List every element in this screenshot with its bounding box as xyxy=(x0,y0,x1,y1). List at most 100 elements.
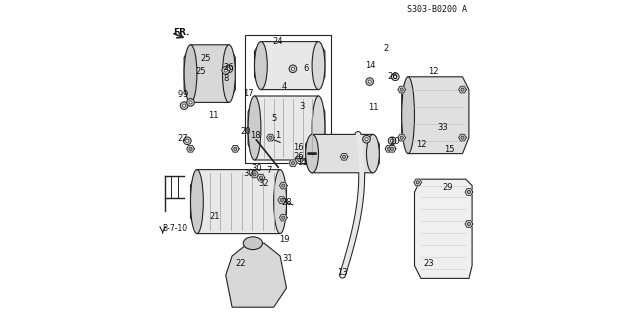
Circle shape xyxy=(461,136,464,139)
Circle shape xyxy=(253,173,256,176)
Circle shape xyxy=(390,147,394,150)
Circle shape xyxy=(400,88,403,91)
Text: 11: 11 xyxy=(208,111,218,120)
Circle shape xyxy=(180,102,188,109)
Circle shape xyxy=(182,104,186,107)
Polygon shape xyxy=(278,197,285,203)
Ellipse shape xyxy=(248,96,261,160)
Circle shape xyxy=(390,139,394,142)
Text: 7: 7 xyxy=(266,166,271,175)
Circle shape xyxy=(468,190,471,194)
Ellipse shape xyxy=(190,170,203,234)
Circle shape xyxy=(343,155,346,158)
Polygon shape xyxy=(267,134,275,141)
Text: 8: 8 xyxy=(223,74,229,83)
Text: 5: 5 xyxy=(271,114,276,123)
Text: 33: 33 xyxy=(437,123,448,132)
Polygon shape xyxy=(257,174,265,181)
Text: FR.: FR. xyxy=(173,28,189,37)
Ellipse shape xyxy=(274,170,287,234)
Polygon shape xyxy=(280,182,287,189)
Text: 25: 25 xyxy=(196,67,206,76)
Text: 18: 18 xyxy=(250,131,261,140)
Polygon shape xyxy=(402,77,469,154)
Text: 12: 12 xyxy=(416,140,426,149)
Circle shape xyxy=(189,101,192,104)
Circle shape xyxy=(187,99,194,106)
Circle shape xyxy=(183,137,191,145)
Ellipse shape xyxy=(366,134,379,173)
Circle shape xyxy=(368,80,371,83)
Text: 19: 19 xyxy=(279,235,289,244)
Text: 26: 26 xyxy=(223,63,234,72)
Polygon shape xyxy=(398,134,406,141)
Text: 15: 15 xyxy=(444,145,454,154)
Polygon shape xyxy=(280,214,287,221)
Ellipse shape xyxy=(402,77,415,154)
Polygon shape xyxy=(187,146,194,152)
Circle shape xyxy=(186,139,189,142)
Text: 32: 32 xyxy=(258,179,269,188)
Ellipse shape xyxy=(312,42,325,90)
Text: 27: 27 xyxy=(177,134,188,143)
Polygon shape xyxy=(190,170,287,234)
Circle shape xyxy=(400,136,403,139)
Text: 29: 29 xyxy=(443,183,454,192)
Circle shape xyxy=(291,162,294,165)
Circle shape xyxy=(297,158,301,162)
Polygon shape xyxy=(415,179,472,278)
Circle shape xyxy=(282,184,285,187)
Text: 2: 2 xyxy=(383,44,389,53)
Polygon shape xyxy=(255,42,325,90)
Ellipse shape xyxy=(243,237,262,250)
Polygon shape xyxy=(251,171,259,178)
Text: 26: 26 xyxy=(294,152,304,161)
Text: 21: 21 xyxy=(209,212,220,221)
Circle shape xyxy=(366,78,373,85)
Text: 11: 11 xyxy=(368,103,378,112)
Circle shape xyxy=(280,198,283,202)
Circle shape xyxy=(189,147,192,150)
Text: 1: 1 xyxy=(275,131,280,140)
Text: 14: 14 xyxy=(365,61,376,70)
Circle shape xyxy=(291,67,294,70)
Text: 31: 31 xyxy=(283,254,294,263)
Circle shape xyxy=(416,181,419,184)
Ellipse shape xyxy=(306,134,318,173)
Polygon shape xyxy=(389,146,396,152)
Circle shape xyxy=(225,65,233,73)
Polygon shape xyxy=(184,45,235,102)
Circle shape xyxy=(222,67,229,74)
Circle shape xyxy=(259,176,262,179)
Circle shape xyxy=(392,73,399,81)
Circle shape xyxy=(468,222,471,226)
Ellipse shape xyxy=(312,96,325,160)
Text: 26: 26 xyxy=(387,72,398,81)
Circle shape xyxy=(389,137,396,145)
Polygon shape xyxy=(414,179,422,186)
Text: 30: 30 xyxy=(252,164,262,173)
Text: 11: 11 xyxy=(297,158,307,167)
Circle shape xyxy=(394,75,397,78)
Polygon shape xyxy=(306,134,379,173)
Polygon shape xyxy=(231,146,239,152)
Polygon shape xyxy=(398,86,406,93)
Text: 4: 4 xyxy=(282,82,287,91)
Ellipse shape xyxy=(255,42,268,90)
Polygon shape xyxy=(225,243,287,307)
Ellipse shape xyxy=(222,45,235,102)
Circle shape xyxy=(282,216,285,219)
Polygon shape xyxy=(289,160,297,166)
Polygon shape xyxy=(465,221,473,227)
Text: 30: 30 xyxy=(243,169,254,178)
Text: 9: 9 xyxy=(182,90,187,99)
Text: 24: 24 xyxy=(272,37,283,46)
Text: 23: 23 xyxy=(424,260,434,268)
Text: 6: 6 xyxy=(303,64,308,73)
Circle shape xyxy=(387,147,390,150)
Polygon shape xyxy=(385,146,393,152)
Circle shape xyxy=(224,69,227,72)
Circle shape xyxy=(365,138,368,141)
Text: 13: 13 xyxy=(338,268,348,277)
Polygon shape xyxy=(465,189,473,195)
